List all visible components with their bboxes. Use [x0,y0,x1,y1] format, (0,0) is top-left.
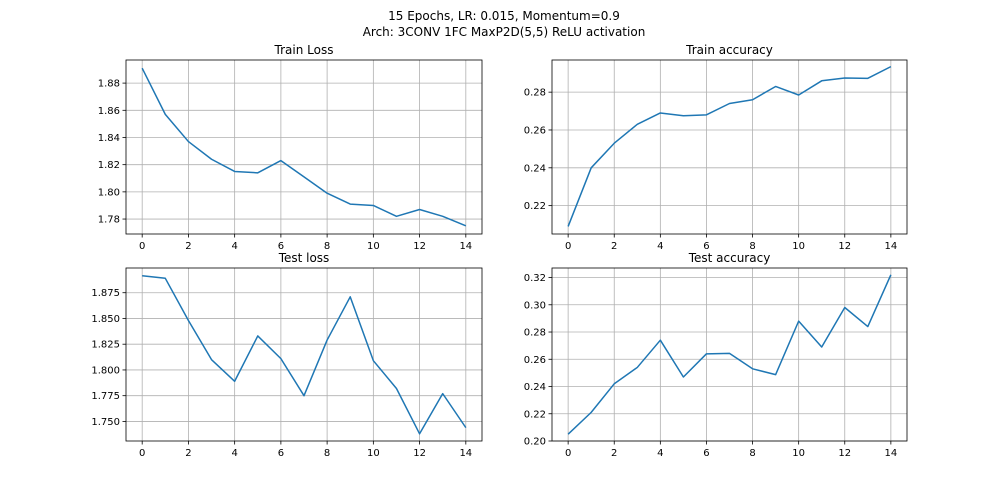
train-accuracy-y-tick-label: 0.22 [524,201,546,212]
test-accuracy-x-tick-label: 8 [749,448,755,459]
train-accuracy-y-tick-label: 0.26 [524,125,546,136]
test-loss-x-tick-label: 2 [185,448,191,459]
test-accuracy-y-tick-label: 0.28 [524,328,546,339]
train-loss-axes: 0 2 4 6 8 10 12 14 1.78 1.80 1.82 1.84 1.86 1.88 Train… [98,43,483,252]
train-loss-y-tick-label: 1.84 [98,133,120,144]
train-accuracy-x-tick-label: 10 [792,241,805,252]
train-loss-y-tick-label: 1.80 [98,187,120,198]
train-accuracy-y-tick-label: 0.24 [524,163,546,174]
train-loss-x-tick-label: 2 [185,241,191,252]
test-loss-x-tick-label: 4 [231,448,237,459]
test-accuracy-y-tick-label: 0.22 [524,409,546,420]
test-loss-x-tick-label: 12 [413,448,426,459]
test-loss-y-tick-label: 1.750 [91,417,120,428]
test-accuracy-axes-frame [551,267,908,442]
train-loss-axes-frame [125,59,483,235]
test-loss-x-tick-label: 8 [324,448,330,459]
test-accuracy-y-tick-label: 0.32 [524,273,546,284]
test-accuracy-x-tick-label: 2 [611,448,617,459]
train-accuracy-x-tick-label: 14 [884,241,897,252]
test-accuracy-y-tick-label: 0.24 [524,382,546,393]
test-loss-x-tick-label: 10 [367,448,380,459]
test-loss-x-tick-label: 14 [459,448,472,459]
test-loss-axes: 0 2 4 6 8 10 12 14 1.750 1.775 1.800 1.825 1.850 1.87… [91,251,483,459]
train-loss-x-tick-label: 8 [324,241,330,252]
train-accuracy-x-tick-label: 4 [657,241,663,252]
train-accuracy-x-tick-label: 8 [749,241,755,252]
test-accuracy-y-tick-label: 0.20 [524,437,546,448]
test-accuracy-x-tick-label: 4 [657,448,663,459]
test-loss-axes-frame [125,267,483,442]
test-accuracy-y-tick-label: 0.30 [524,300,546,311]
train-accuracy-x-tick-label: 2 [611,241,617,252]
test-accuracy-series-line [567,274,892,435]
test-loss-y-tick-label: 1.800 [91,365,120,376]
train-accuracy-y-tick-label: 0.28 [524,88,546,99]
test-loss-y-tick-label: 1.825 [91,340,120,351]
train-accuracy-x-tick-label: 12 [838,241,851,252]
figure-title-line-2: Arch: 3CONV 1FC MaxP2D(5,5) ReLU activat… [362,25,646,39]
test-accuracy-y-tick-label: 0.26 [524,355,546,366]
train-loss-y-tick-label: 1.86 [98,106,120,117]
train-accuracy-axes-frame [551,59,908,235]
train-loss-y-tick-label: 1.88 [98,79,120,90]
train-accuracy-series-line [567,65,892,227]
train-loss-x-tick-label: 14 [459,241,472,252]
test-loss-y-tick-label: 1.775 [91,391,120,402]
train-loss-series-line [141,67,467,227]
test-loss-x-tick-label: 6 [278,448,284,459]
train-loss-x-tick-label: 12 [413,241,426,252]
train-loss-x-tick-label: 4 [231,241,237,252]
train-accuracy-x-tick-label: 6 [703,241,709,252]
train-accuracy-axes: 0 2 4 6 8 10 12 14 0.22 0.24 0.26 0.28 Train accurac… [524,43,908,252]
train-loss-y-tick-label: 1.78 [98,215,120,226]
train-loss-x-tick-label: 6 [278,241,284,252]
test-loss-series-line [142,274,467,435]
test-accuracy-x-tick-label: 10 [792,448,805,459]
test-loss-title: Test loss [278,251,330,265]
test-accuracy-x-tick-label: 12 [838,448,851,459]
train-loss-x-tick-label: 0 [139,241,145,252]
train-accuracy-title: Train accuracy [685,43,773,57]
figure-title-line-1: 15 Epochs, LR: 0.015, Momentum=0.9 [388,9,620,23]
test-accuracy-axes: 0 2 4 6 8 10 12 14 0.20 0.22 0.24 0.26 0.28 0.30 0.32 T… [524,251,908,459]
test-accuracy-x-tick-label: 14 [884,448,897,459]
test-loss-y-tick-label: 1.875 [91,288,120,299]
train-accuracy-x-tick-label: 0 [565,241,571,252]
test-loss-x-tick-label: 0 [139,448,145,459]
test-accuracy-x-tick-label: 6 [703,448,709,459]
train-loss-y-tick-label: 1.82 [98,160,120,171]
test-loss-y-tick-label: 1.850 [91,314,120,325]
test-accuracy-x-tick-label: 0 [565,448,571,459]
test-accuracy-title: Test accuracy [688,251,771,265]
train-loss-x-tick-label: 10 [367,241,380,252]
train-loss-title: Train Loss [274,43,334,57]
